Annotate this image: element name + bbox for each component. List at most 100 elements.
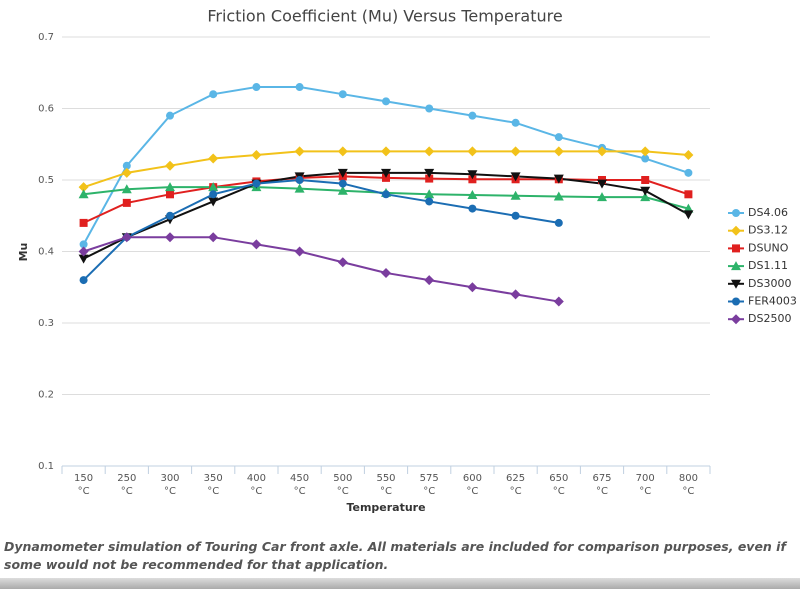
data-point bbox=[467, 170, 478, 180]
data-point bbox=[166, 190, 174, 199]
caption: Dynamometer simulation of Touring Car fr… bbox=[4, 539, 786, 572]
data-point bbox=[425, 104, 434, 113]
data-point bbox=[338, 179, 347, 188]
data-point bbox=[381, 168, 391, 178]
legend-marker bbox=[731, 225, 741, 236]
x-tick-label: 150 °C bbox=[74, 473, 94, 497]
data-point bbox=[209, 90, 218, 99]
data-point bbox=[684, 190, 693, 199]
data-point bbox=[79, 240, 88, 249]
data-point bbox=[553, 191, 564, 201]
data-point bbox=[468, 204, 477, 213]
data-point bbox=[510, 190, 521, 200]
data-point bbox=[510, 146, 521, 157]
series-line bbox=[83, 236, 559, 303]
shadow bbox=[0, 578, 800, 589]
data-point bbox=[424, 146, 435, 157]
data-point bbox=[510, 289, 521, 300]
chart-title: Friction Coefficient (Mu) Versus Tempera… bbox=[207, 7, 562, 26]
data-point bbox=[208, 182, 219, 192]
data-point bbox=[252, 179, 261, 188]
data-point bbox=[424, 275, 435, 286]
data-point bbox=[425, 174, 434, 183]
legend-marker bbox=[732, 297, 740, 306]
legend-marker bbox=[731, 314, 741, 325]
data-point bbox=[424, 168, 435, 178]
legend-label: FER4003 bbox=[748, 295, 797, 308]
data-point bbox=[597, 179, 607, 189]
data-point bbox=[166, 111, 174, 120]
data-point bbox=[425, 197, 434, 206]
data-point bbox=[337, 146, 348, 157]
data-point bbox=[208, 232, 219, 243]
legend-label: DS3.12 bbox=[748, 224, 788, 237]
y-axis-title: Mu bbox=[17, 243, 30, 262]
data-point bbox=[251, 239, 262, 250]
data-point bbox=[684, 168, 693, 177]
data-point bbox=[381, 146, 391, 157]
data-point bbox=[208, 197, 219, 207]
data-point bbox=[338, 90, 347, 99]
data-point bbox=[511, 118, 520, 127]
legend-label: DS3000 bbox=[748, 277, 791, 290]
data-point bbox=[597, 192, 607, 202]
data-point bbox=[165, 160, 175, 171]
data-point bbox=[424, 189, 435, 199]
data-point bbox=[78, 182, 89, 193]
data-point bbox=[79, 218, 88, 227]
x-tick-label: 400 °C bbox=[246, 473, 266, 497]
legend-marker bbox=[731, 279, 741, 289]
data-point bbox=[122, 161, 131, 170]
data-point bbox=[467, 282, 478, 293]
x-tick-label: 575 °C bbox=[419, 473, 439, 497]
data-point bbox=[165, 232, 175, 243]
data-point bbox=[640, 192, 651, 202]
y-tick-label: 0.3 bbox=[38, 318, 54, 329]
data-point bbox=[79, 276, 88, 285]
x-tick-label: 625 °C bbox=[506, 473, 526, 497]
x-tick-label: 600 °C bbox=[462, 473, 482, 497]
data-point bbox=[382, 97, 390, 106]
data-point bbox=[467, 146, 478, 157]
data-point bbox=[641, 154, 650, 163]
data-point bbox=[252, 83, 261, 92]
legend-label: DS2500 bbox=[748, 312, 791, 325]
data-point bbox=[294, 246, 305, 257]
data-point bbox=[165, 182, 175, 192]
x-tick-label: 550 °C bbox=[376, 473, 396, 497]
data-point bbox=[208, 153, 219, 164]
y-tick-label: 0.2 bbox=[38, 390, 54, 401]
x-tick-label: 300 °C bbox=[160, 473, 180, 497]
data-point bbox=[382, 190, 390, 199]
chart: Friction Coefficient (Mu) Versus Tempera… bbox=[17, 7, 797, 515]
data-point bbox=[166, 211, 174, 220]
data-point bbox=[468, 111, 477, 120]
data-point bbox=[122, 198, 131, 207]
data-point bbox=[468, 175, 477, 184]
legend-marker bbox=[731, 261, 741, 271]
data-point bbox=[209, 190, 218, 199]
data-point bbox=[640, 186, 651, 196]
data-point bbox=[382, 173, 390, 182]
x-tick-label: 450 °C bbox=[290, 473, 310, 497]
legend-marker bbox=[732, 244, 740, 253]
data-point bbox=[121, 167, 132, 178]
data-point bbox=[251, 149, 262, 160]
data-point bbox=[121, 232, 132, 243]
legend-marker bbox=[732, 209, 740, 217]
data-point bbox=[78, 189, 89, 199]
data-point bbox=[554, 133, 563, 142]
data-point bbox=[295, 83, 304, 92]
data-point bbox=[640, 146, 651, 157]
x-tick-label: 675 °C bbox=[592, 473, 612, 497]
data-point bbox=[337, 257, 348, 268]
data-point bbox=[597, 146, 607, 157]
data-point bbox=[553, 174, 564, 184]
legend-label: DS1.11 bbox=[748, 259, 788, 272]
data-point bbox=[381, 267, 391, 278]
x-tick-label: 650 °C bbox=[549, 473, 569, 497]
data-point bbox=[78, 246, 89, 257]
y-tick-label: 0.4 bbox=[38, 247, 54, 258]
data-point bbox=[295, 176, 304, 184]
x-tick-label: 500 °C bbox=[333, 473, 353, 497]
